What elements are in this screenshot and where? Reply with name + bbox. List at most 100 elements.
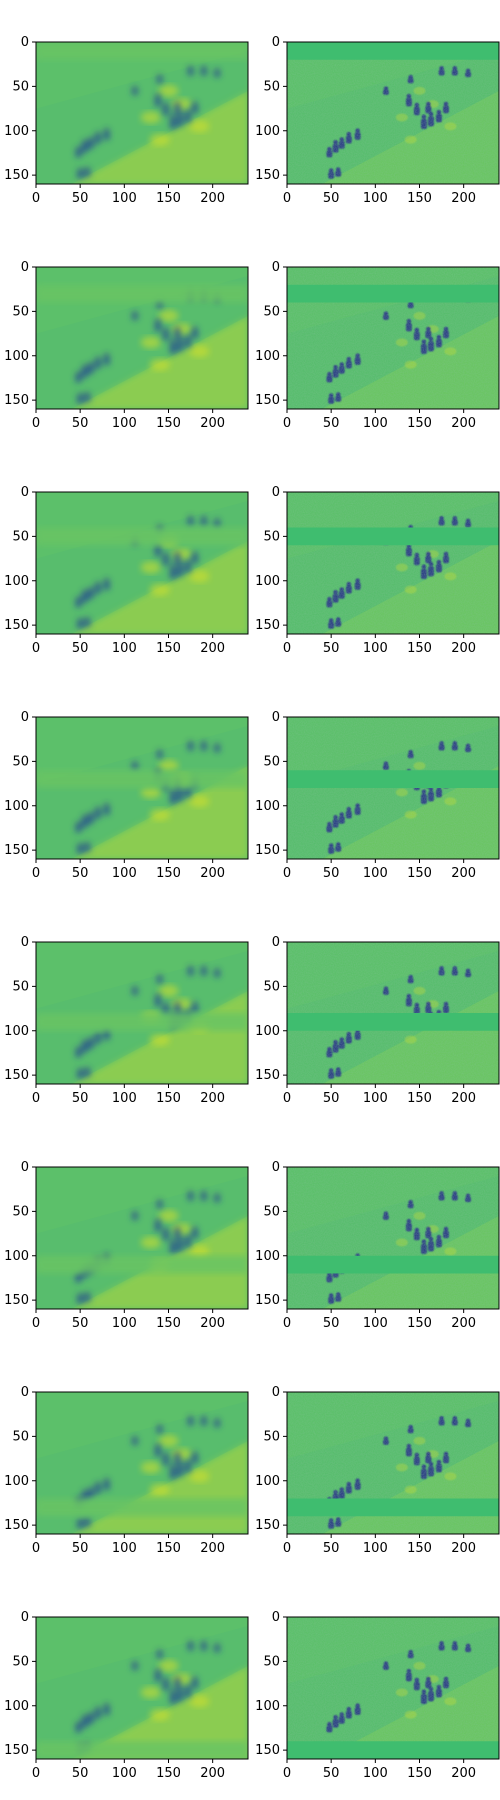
y-tick-label: 50 bbox=[263, 529, 280, 544]
masked-band bbox=[36, 284, 248, 303]
x-tick-label: 150 bbox=[407, 1091, 432, 1106]
x-tick-label: 200 bbox=[200, 1091, 225, 1106]
y-tick-label: 50 bbox=[263, 79, 280, 94]
masked-band bbox=[36, 1741, 248, 1759]
y-tick-label: 0 bbox=[21, 935, 29, 950]
y-tick-label: 0 bbox=[272, 935, 280, 950]
y-tick-label: 50 bbox=[263, 304, 280, 319]
y-tick-label: 0 bbox=[272, 710, 280, 725]
x-tick-label: 0 bbox=[32, 1766, 40, 1781]
x-tick-label: 200 bbox=[451, 1091, 476, 1106]
x-tick-label: 0 bbox=[283, 1766, 291, 1781]
y-tick-label: 100 bbox=[4, 799, 29, 814]
x-tick-label: 100 bbox=[363, 416, 388, 431]
y-tick-label: 150 bbox=[4, 1743, 29, 1758]
masked-band bbox=[287, 1498, 499, 1517]
y-tick-label: 0 bbox=[21, 1610, 29, 1625]
y-tick-label: 50 bbox=[263, 1654, 280, 1669]
y-tick-label: 100 bbox=[4, 1699, 29, 1714]
y-tick-label: 50 bbox=[263, 979, 280, 994]
x-tick-label: 0 bbox=[283, 1091, 291, 1106]
x-tick-label: 0 bbox=[32, 1541, 40, 1556]
x-tick-label: 0 bbox=[283, 191, 291, 206]
x-tick-label: 200 bbox=[200, 191, 225, 206]
y-tick-label: 100 bbox=[255, 124, 280, 139]
x-tick-label: 100 bbox=[112, 1091, 137, 1106]
y-tick-label: 150 bbox=[4, 1293, 29, 1308]
x-tick-label: 200 bbox=[200, 416, 225, 431]
x-tick-label: 200 bbox=[451, 1766, 476, 1781]
x-tick-label: 50 bbox=[72, 1541, 89, 1556]
y-tick-label: 0 bbox=[21, 1385, 29, 1400]
y-tick-label: 150 bbox=[255, 168, 280, 183]
x-tick-label: 100 bbox=[363, 191, 388, 206]
y-tick-label: 50 bbox=[263, 1204, 280, 1219]
x-tick-label: 200 bbox=[200, 1541, 225, 1556]
y-tick-label: 50 bbox=[12, 1654, 29, 1669]
y-tick-label: 50 bbox=[12, 754, 29, 769]
x-tick-label: 150 bbox=[156, 1091, 181, 1106]
y-tick-label: 50 bbox=[12, 304, 29, 319]
masked-band bbox=[287, 770, 499, 788]
x-tick-label: 150 bbox=[156, 866, 181, 881]
y-tick-label: 100 bbox=[4, 124, 29, 139]
y-tick-label: 150 bbox=[255, 1518, 280, 1533]
x-tick-label: 100 bbox=[363, 1541, 388, 1556]
y-tick-label: 150 bbox=[4, 168, 29, 183]
masked-band bbox=[287, 42, 499, 60]
x-tick-label: 200 bbox=[451, 1316, 476, 1331]
y-tick-label: 150 bbox=[255, 393, 280, 408]
x-tick-label: 100 bbox=[112, 1766, 137, 1781]
y-tick-label: 100 bbox=[4, 349, 29, 364]
y-tick-label: 0 bbox=[21, 1160, 29, 1175]
x-tick-label: 150 bbox=[407, 866, 432, 881]
y-tick-label: 50 bbox=[12, 1204, 29, 1219]
x-tick-label: 0 bbox=[283, 1316, 291, 1331]
masked-band bbox=[287, 527, 499, 546]
x-tick-label: 100 bbox=[363, 641, 388, 656]
y-tick-label: 0 bbox=[21, 485, 29, 500]
y-tick-label: 50 bbox=[12, 1429, 29, 1444]
x-tick-label: 50 bbox=[323, 866, 340, 881]
y-tick-label: 150 bbox=[255, 618, 280, 633]
masked-band bbox=[36, 1255, 248, 1274]
y-tick-label: 100 bbox=[255, 1249, 280, 1264]
y-tick-label: 0 bbox=[272, 1385, 280, 1400]
x-tick-label: 150 bbox=[156, 191, 181, 206]
x-tick-label: 100 bbox=[112, 641, 137, 656]
y-tick-label: 100 bbox=[255, 1024, 280, 1039]
y-tick-label: 100 bbox=[255, 574, 280, 589]
x-tick-label: 150 bbox=[407, 1541, 432, 1556]
y-tick-label: 0 bbox=[272, 1160, 280, 1175]
y-tick-label: 100 bbox=[255, 349, 280, 364]
y-tick-label: 150 bbox=[4, 1068, 29, 1083]
x-tick-label: 0 bbox=[32, 191, 40, 206]
x-tick-label: 100 bbox=[363, 1766, 388, 1781]
masked-band bbox=[36, 42, 248, 60]
y-tick-label: 100 bbox=[255, 799, 280, 814]
y-tick-label: 100 bbox=[255, 1699, 280, 1714]
y-tick-label: 150 bbox=[4, 1518, 29, 1533]
x-tick-label: 50 bbox=[72, 1316, 89, 1331]
x-tick-label: 150 bbox=[156, 641, 181, 656]
x-tick-label: 150 bbox=[407, 1316, 432, 1331]
x-tick-label: 50 bbox=[72, 1766, 89, 1781]
y-tick-label: 100 bbox=[255, 1474, 280, 1489]
x-tick-label: 50 bbox=[323, 416, 340, 431]
y-tick-label: 0 bbox=[272, 1610, 280, 1625]
y-tick-label: 0 bbox=[21, 260, 29, 275]
masked-band bbox=[36, 1498, 248, 1517]
x-tick-label: 50 bbox=[323, 191, 340, 206]
x-tick-label: 150 bbox=[407, 416, 432, 431]
x-tick-label: 100 bbox=[363, 866, 388, 881]
x-tick-label: 0 bbox=[32, 641, 40, 656]
x-tick-label: 0 bbox=[32, 1316, 40, 1331]
